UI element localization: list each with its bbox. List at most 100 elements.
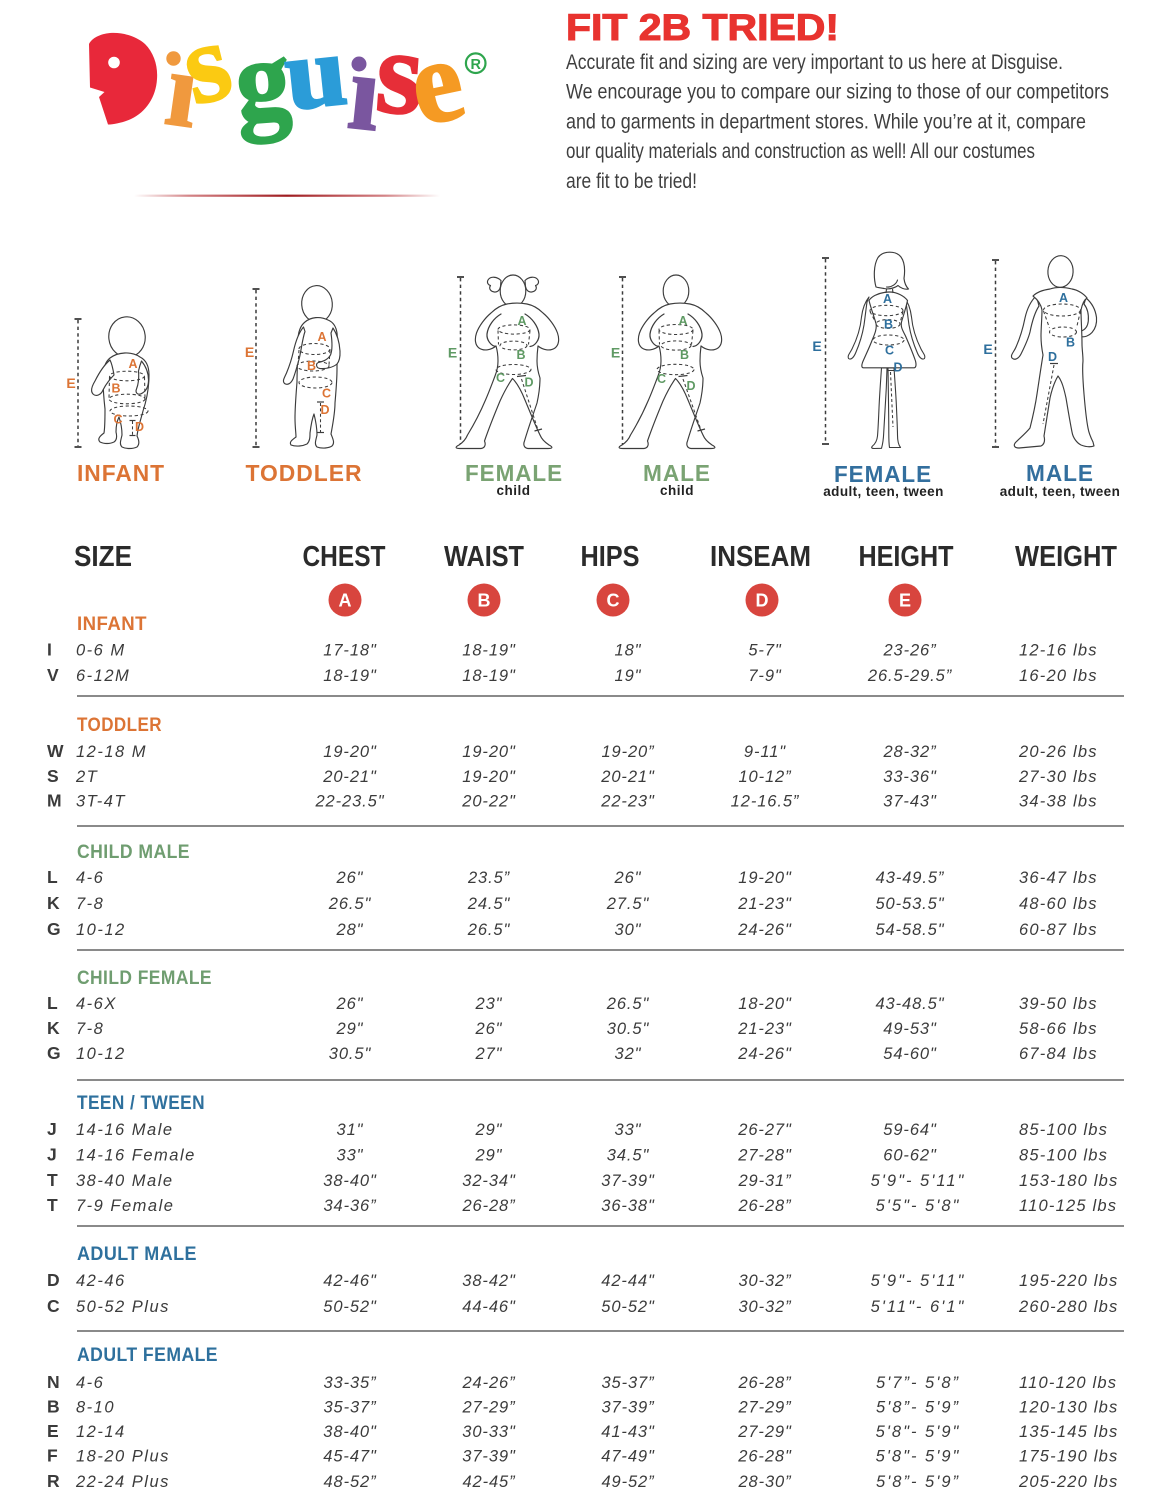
svg-text:10-12: 10-12 [76, 1045, 126, 1063]
svg-text:24.5": 24.5" [467, 895, 511, 913]
svg-text:E: E [245, 344, 254, 360]
svg-text:17-18": 17-18" [323, 642, 377, 660]
svg-text:26-28”: 26-28” [737, 1197, 792, 1215]
svg-text:J: J [47, 1145, 57, 1165]
svg-text:37-39”: 37-39” [601, 1399, 655, 1417]
svg-text:58-66 lbs: 58-66 lbs [1019, 1020, 1098, 1038]
svg-text:D: D [524, 376, 533, 390]
svg-text:CHEST: CHEST [303, 541, 386, 573]
svg-text:45-47": 45-47" [323, 1448, 377, 1466]
svg-text:5'7”- 5'8”: 5'7”- 5'8” [876, 1374, 960, 1392]
svg-text:33-36": 33-36" [883, 768, 937, 786]
svg-text:37-43": 37-43" [883, 793, 937, 811]
svg-text:B: B [1066, 336, 1075, 350]
svg-text:K: K [47, 1018, 60, 1038]
svg-text:FEMALE: FEMALE [834, 461, 932, 487]
svg-text:50-52": 50-52" [601, 1298, 655, 1316]
svg-text:19-20": 19-20" [462, 768, 516, 786]
svg-text:7-9 Female: 7-9 Female [76, 1197, 174, 1215]
svg-text:C: C [607, 591, 620, 611]
svg-text:19-20": 19-20" [738, 869, 792, 887]
svg-text:MALE: MALE [643, 460, 711, 486]
svg-text:D: D [1048, 350, 1057, 364]
svg-text:E: E [899, 591, 911, 611]
svg-text:22-23": 22-23" [600, 793, 655, 811]
svg-text:28-30”: 28-30” [737, 1473, 792, 1491]
svg-text:38-40": 38-40" [323, 1172, 377, 1190]
svg-text:s: s [372, 4, 428, 140]
svg-text:C: C [885, 344, 894, 358]
svg-text:4-6: 4-6 [76, 869, 104, 887]
svg-text:5'8”- 5'9”: 5'8”- 5'9” [876, 1399, 960, 1417]
svg-text:CHILD MALE: CHILD MALE [77, 841, 190, 863]
svg-text:5'8”- 5'9”: 5'8”- 5'9” [876, 1473, 960, 1491]
svg-text:adult, teen, tween: adult, teen, tween [823, 484, 943, 499]
svg-text:135-145 lbs: 135-145 lbs [1019, 1423, 1118, 1441]
svg-text:44-46": 44-46" [462, 1298, 516, 1316]
svg-text:A: A [339, 591, 352, 611]
svg-text:FEMALE: FEMALE [465, 460, 563, 486]
svg-text:D: D [686, 379, 695, 393]
svg-text:A: A [517, 314, 526, 328]
svg-text:ADULT FEMALE: ADULT FEMALE [77, 1344, 218, 1366]
svg-text:9-11": 9-11" [744, 743, 786, 761]
svg-text:R: R [47, 1471, 60, 1491]
svg-text:23-26”: 23-26” [882, 642, 937, 660]
svg-text:HIPS: HIPS [581, 541, 640, 573]
svg-text:G: G [47, 1043, 61, 1063]
svg-text:59-64": 59-64" [883, 1121, 937, 1139]
svg-text:HEIGHT: HEIGHT [859, 541, 954, 573]
svg-text:26": 26" [336, 995, 364, 1013]
svg-text:37-39": 37-39" [462, 1448, 516, 1466]
svg-text:WAIST: WAIST [444, 541, 524, 573]
svg-text:18-19": 18-19" [462, 642, 516, 660]
svg-text:27": 27" [475, 1045, 503, 1063]
svg-text:38-40 Male: 38-40 Male [76, 1172, 174, 1190]
svg-text:27.5": 27.5" [606, 895, 650, 913]
svg-text:B: B [478, 591, 491, 611]
svg-text:SIZE: SIZE [74, 541, 132, 573]
svg-text:39-50 lbs: 39-50 lbs [1019, 995, 1098, 1013]
svg-text:6-12M: 6-12M [76, 667, 130, 685]
svg-text:48-52”: 48-52” [323, 1473, 377, 1491]
svg-text:E: E [47, 1421, 59, 1441]
svg-text:34.5": 34.5" [607, 1147, 650, 1165]
svg-text:14-16 Female: 14-16 Female [76, 1147, 196, 1165]
svg-text:22-24 Plus: 22-24 Plus [75, 1473, 170, 1491]
svg-text:26.5": 26.5" [606, 995, 650, 1013]
svg-text:19-20": 19-20" [323, 743, 377, 761]
svg-text:32": 32" [615, 1045, 642, 1063]
svg-text:26-28": 26-28" [737, 1448, 792, 1466]
svg-text:J: J [47, 1119, 57, 1139]
svg-text:4-6X: 4-6X [76, 995, 117, 1013]
svg-text:WEIGHT: WEIGHT [1015, 541, 1117, 573]
svg-text:12-16.5”: 12-16.5” [731, 793, 800, 811]
svg-text:W: W [47, 741, 64, 761]
svg-text:30.5": 30.5" [607, 1020, 650, 1038]
svg-text:B: B [47, 1397, 60, 1417]
svg-text:19-20”: 19-20” [601, 743, 655, 761]
svg-text:C: C [47, 1296, 60, 1316]
svg-text:8-10: 8-10 [76, 1399, 115, 1417]
svg-text:C: C [113, 413, 122, 427]
svg-text:43-48.5": 43-48.5" [875, 995, 944, 1013]
svg-text:50-52": 50-52" [323, 1298, 377, 1316]
svg-text:42-46: 42-46 [76, 1272, 126, 1290]
svg-text:N: N [47, 1372, 60, 1392]
svg-text:and to garments in department: and to garments in department stores. Wh… [566, 109, 1086, 133]
svg-text:50-53.5": 50-53.5" [875, 895, 944, 913]
svg-text:7-8: 7-8 [76, 895, 104, 913]
svg-text:7-9": 7-9" [748, 667, 782, 685]
svg-text:D: D [320, 403, 329, 417]
svg-text:18-19": 18-19" [323, 667, 377, 685]
svg-text:30.5": 30.5" [329, 1045, 372, 1063]
svg-text:67-84 lbs: 67-84 lbs [1019, 1045, 1098, 1063]
svg-text:34-38 lbs: 34-38 lbs [1019, 793, 1098, 811]
svg-text:205-220 lbs: 205-220 lbs [1018, 1473, 1118, 1491]
svg-text:21-23": 21-23" [737, 895, 792, 913]
svg-text:26": 26" [475, 1020, 503, 1038]
svg-text:42-45”: 42-45” [462, 1473, 516, 1491]
svg-text:33-35”: 33-35” [323, 1374, 377, 1392]
svg-text:C: C [322, 387, 331, 401]
svg-text:20-21": 20-21" [600, 768, 655, 786]
